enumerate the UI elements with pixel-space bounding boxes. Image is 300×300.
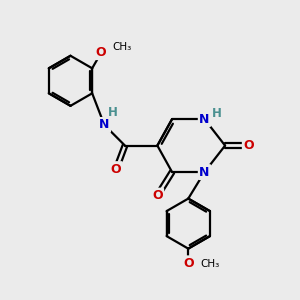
Text: H: H: [108, 106, 118, 119]
Text: N: N: [99, 118, 110, 131]
Text: O: O: [111, 163, 122, 176]
Text: O: O: [95, 46, 106, 59]
Text: CH₃: CH₃: [113, 42, 132, 52]
Text: N: N: [199, 166, 210, 178]
Text: O: O: [243, 139, 254, 152]
Text: O: O: [183, 257, 194, 270]
Text: O: O: [152, 189, 163, 202]
Text: H: H: [212, 107, 222, 120]
Text: CH₃: CH₃: [201, 259, 220, 269]
Text: N: N: [199, 112, 210, 126]
